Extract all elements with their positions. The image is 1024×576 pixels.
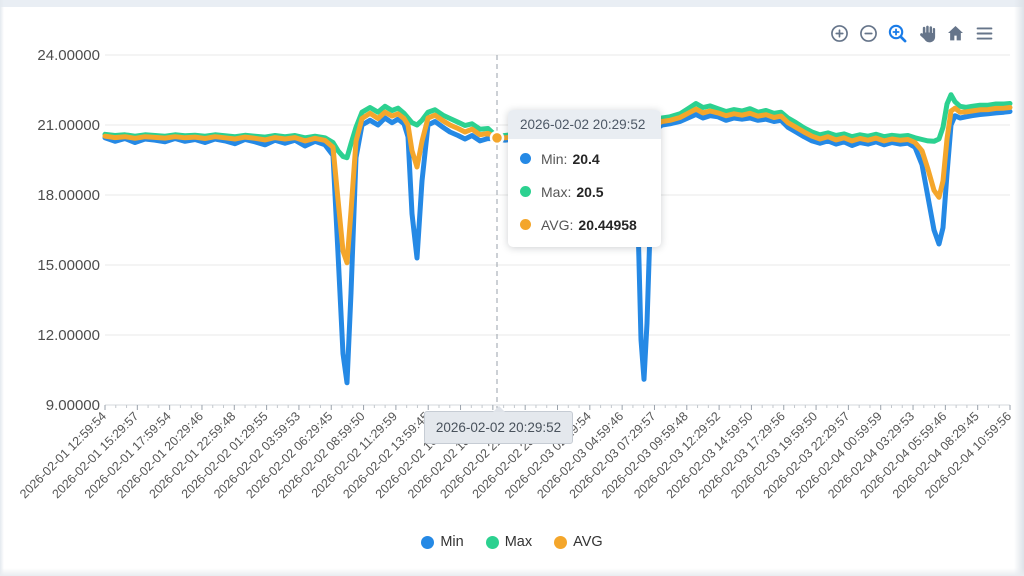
- legend-avg-label: AVG: [573, 534, 603, 550]
- max-legend-dot-icon: [485, 535, 499, 549]
- tooltip-min-value: 20.4: [572, 150, 600, 167]
- tooltip-body: Min: 20.4 Max: 20.5 AVG: 20.44958: [508, 139, 661, 247]
- zoom-select-magnifier-icon: [888, 24, 906, 42]
- tooltip-timestamp: 2026-02-02 20:29:52: [508, 110, 661, 139]
- tooltip-max-value: 20.5: [576, 183, 604, 200]
- axis-crosshair-label: 2026-02-02 20:29:52: [424, 406, 573, 444]
- min-legend-dot-icon: [421, 535, 435, 549]
- zoom-out-button[interactable]: [856, 21, 880, 45]
- legend-item-min[interactable]: Min: [421, 534, 464, 550]
- max-series-dot-icon: [520, 186, 531, 197]
- page-edge-right: [1014, 0, 1024, 576]
- menu-button[interactable]: [972, 21, 996, 45]
- hover-tooltip: 2026-02-02 20:29:52 Min: 20.4 Max: 20.5 …: [508, 110, 661, 247]
- zoom-select-button[interactable]: [885, 21, 909, 45]
- tooltip-row-avg: AVG: 20.44958: [508, 208, 661, 241]
- pan-hand-icon: [919, 25, 935, 42]
- y-tick-label: 21.00000: [37, 117, 100, 134]
- tooltip-row-max: Max: 20.5: [508, 175, 661, 208]
- y-tick-label: 18.00000: [37, 187, 100, 204]
- legend-max-label: Max: [504, 534, 533, 550]
- hover-point-marker: [489, 130, 505, 146]
- tooltip-row-min: Min: 20.4: [508, 142, 661, 175]
- page-edge-left: [0, 0, 4, 576]
- y-tick-label: 24.00000: [37, 47, 100, 64]
- zoom-in-button[interactable]: [827, 21, 851, 45]
- zoom-in-icon: [830, 24, 848, 42]
- tooltip-avg-label: AVG:: [541, 216, 574, 233]
- legend-min-label: Min: [440, 534, 464, 550]
- y-tick-label: 15.00000: [37, 257, 100, 274]
- avg-series-dot-icon: [520, 219, 531, 230]
- pan-button[interactable]: [914, 21, 938, 45]
- legend-item-avg[interactable]: AVG: [554, 534, 603, 550]
- y-tick-label: 12.00000: [37, 327, 100, 344]
- menu-icon: [976, 27, 992, 39]
- min-series-dot-icon: [520, 153, 531, 164]
- y-tick-label: 9.00000: [46, 397, 100, 414]
- tooltip-avg-value: 20.44958: [578, 216, 637, 233]
- home-button[interactable]: [943, 21, 967, 45]
- legend-item-max[interactable]: Max: [485, 534, 533, 550]
- tooltip-max-label: Max:: [541, 183, 572, 200]
- chart-toolbar: [827, 21, 996, 45]
- chart-legend: Min Max AVG: [0, 534, 1024, 550]
- page-edge-top: [0, 0, 1024, 7]
- page-edge-bottom: [0, 568, 1024, 576]
- tooltip-min-label: Min:: [541, 150, 568, 167]
- zoom-out-icon: [859, 24, 877, 42]
- home-icon: [947, 25, 963, 40]
- avg-legend-dot-icon: [554, 535, 568, 549]
